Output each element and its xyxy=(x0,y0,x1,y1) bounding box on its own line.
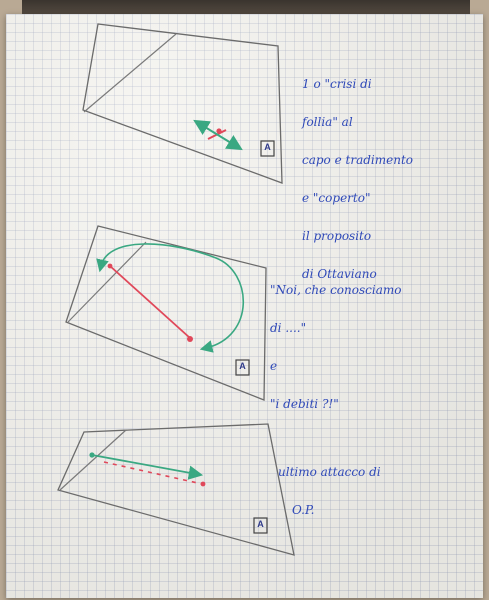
field-diagram-middle xyxy=(65,225,267,401)
handwritten-note-top: 1 o "crisi di follia" al capo e tradimen… xyxy=(302,56,413,303)
field-diagonal xyxy=(59,429,127,491)
field-outline xyxy=(82,23,283,184)
handwritten-note-middle: "Noi, che conosciamo di ...." e "i debit… xyxy=(270,262,401,433)
note-line: 1 o "crisi di xyxy=(302,77,372,91)
note-line: capo e tradimento xyxy=(302,153,413,167)
player-marker-box xyxy=(260,140,275,157)
note-line: e xyxy=(270,359,278,373)
marker-letter-top: A xyxy=(264,142,271,152)
note-line: "i debiti ?!" xyxy=(270,397,339,411)
field-diagram-bottom xyxy=(57,423,295,556)
player-marker-box xyxy=(235,359,250,376)
red-run-line xyxy=(109,265,191,339)
note-line: follia" al xyxy=(302,115,353,129)
marker-letter-middle: A xyxy=(239,361,246,371)
red-player-dot xyxy=(107,263,113,269)
red-player-dot xyxy=(216,128,222,134)
grid-paper-sheet xyxy=(6,14,483,598)
note-line: ultimo attacco di xyxy=(278,465,381,479)
field-diagonal xyxy=(83,33,177,113)
green-movement-arrow xyxy=(193,119,243,151)
note-line: il proposito xyxy=(302,229,372,243)
note-line: di ...." xyxy=(270,321,307,335)
note-line: di Ottaviano xyxy=(302,267,377,281)
red-dashed-line xyxy=(103,461,203,485)
red-player-dot-end xyxy=(187,336,193,342)
marker-letter-bottom: A xyxy=(257,519,264,529)
field-diagram-top xyxy=(82,23,283,184)
player-marker-box xyxy=(253,517,268,534)
handwritten-note-bottom: ultimo attacco di O.P. xyxy=(278,444,381,539)
note-line: e "coperto" xyxy=(302,191,371,205)
field-outline xyxy=(57,423,295,556)
field-outline xyxy=(65,225,267,401)
note-line: O.P. xyxy=(292,503,315,517)
board-clip xyxy=(22,0,470,16)
note-line: "Noi, che conosciamo xyxy=(270,283,402,297)
green-straight-arrow xyxy=(91,454,204,480)
red-player-dot xyxy=(200,481,206,487)
green-curved-arrow xyxy=(96,243,245,353)
